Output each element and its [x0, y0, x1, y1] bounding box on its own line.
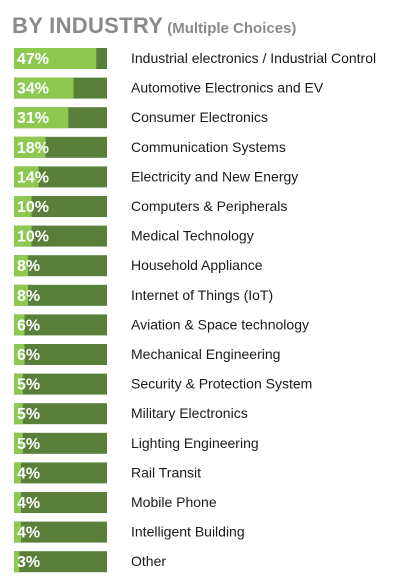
- bar-fill: [14, 403, 23, 425]
- bar-track: [14, 225, 107, 247]
- category-label: Other: [131, 553, 166, 569]
- bar-fill: [14, 492, 21, 513]
- bar-value-label: 34%: [17, 81, 49, 98]
- bar-row: 8% Internet of Things (IoT): [14, 284, 273, 306]
- bar-fill: [14, 196, 32, 217]
- bar-fill: [14, 521, 21, 543]
- category-label: Household Appliance: [131, 257, 263, 273]
- category-label: Rail Transit: [131, 464, 201, 480]
- bar-fill: [14, 225, 32, 247]
- bar-row: 10% Medical Technology: [14, 225, 254, 247]
- category-label: Electricity and New Energy: [131, 168, 298, 184]
- bar-value-label: 5%: [17, 406, 40, 423]
- bar-fill: [14, 373, 23, 395]
- category-label: Computers & Peripherals: [131, 198, 287, 214]
- bar-row: 14% Electricity and New Energy: [14, 166, 298, 188]
- bar-row: 18% Communication Systems: [14, 136, 286, 158]
- category-label: Automotive Electronics and EV: [131, 80, 324, 96]
- bar-value-label: 5%: [17, 436, 40, 453]
- category-label: Communication Systems: [131, 139, 286, 155]
- bar-track: [14, 255, 107, 277]
- bar-fill: [14, 432, 23, 454]
- bar-value-label: 18%: [17, 140, 49, 157]
- bar-row: 3% Other: [14, 551, 166, 573]
- bar-row: 10% Computers & Peripherals: [14, 196, 287, 217]
- bar-fill: [14, 284, 28, 306]
- bar-value-label: 4%: [17, 465, 40, 482]
- bar-row: 6% Aviation & Space technology: [14, 314, 309, 336]
- bar-row: 8% Household Appliance: [14, 255, 263, 277]
- bar-row: 5% Lighting Engineering: [14, 432, 259, 454]
- bar-value-label: 14%: [17, 169, 49, 186]
- bar-value-label: 6%: [17, 347, 40, 364]
- bar-row: 47% Industrial electronics / Industrial C…: [14, 48, 376, 69]
- category-label: Consumer Electronics: [131, 109, 268, 125]
- bar-row: 5% Military Electronics: [14, 403, 248, 425]
- bar-fill: [14, 77, 74, 99]
- bar-value-label: 8%: [17, 258, 40, 275]
- bar-track: [14, 462, 107, 484]
- bar-row: 5% Security & Protection System: [14, 373, 312, 395]
- bar-fill: [14, 166, 39, 188]
- bar-value-label: 47%: [17, 51, 49, 68]
- bar-track: [14, 284, 107, 306]
- bar-track: [14, 373, 107, 395]
- bar-track: [14, 403, 107, 425]
- category-label: Internet of Things (IoT): [131, 287, 273, 303]
- bar-row: 4% Rail Transit: [14, 462, 201, 484]
- category-label: Aviation & Space technology: [131, 316, 309, 332]
- chart-title: BY INDUSTRY (Multiple Choices): [12, 4, 296, 41]
- bar-track: [14, 314, 107, 336]
- category-label: Military Electronics: [131, 405, 248, 421]
- bar-track: [14, 344, 107, 365]
- bar-track: [14, 492, 107, 513]
- bar-value-label: 8%: [17, 288, 40, 305]
- category-label: Medical Technology: [131, 228, 254, 244]
- bar-value-label: 10%: [17, 229, 49, 246]
- bar-fill: [14, 136, 46, 158]
- bar-value-label: 4%: [17, 525, 40, 542]
- bar-track: [14, 551, 107, 573]
- bar-value-label: 4%: [17, 495, 40, 512]
- category-label: Lighting Engineering: [131, 435, 259, 451]
- bar-track: [14, 521, 107, 543]
- chart-title-main: BY INDUSTRY: [12, 13, 164, 38]
- bar-row: 4% Intelligent Building: [14, 521, 245, 543]
- bar-track: [14, 196, 107, 217]
- bar-fill: [14, 462, 21, 484]
- bar-fill: [14, 107, 69, 129]
- bar-fill: [14, 551, 20, 573]
- category-label: Intelligent Building: [131, 524, 245, 540]
- bar-row: 6% Mechanical Engineering: [14, 344, 280, 365]
- category-label: Security & Protection System: [131, 376, 312, 392]
- bar-row: 34% Automotive Electronics and EV: [14, 77, 324, 99]
- category-label: Mechanical Engineering: [131, 346, 280, 362]
- bar-row: 4% Mobile Phone: [14, 492, 217, 513]
- bar-value-label: 5%: [17, 377, 40, 394]
- chart-subtitle: (Multiple Choices): [167, 20, 297, 37]
- bar-value-label: 31%: [17, 110, 49, 127]
- bar-value-label: 10%: [17, 199, 49, 216]
- bar-fill: [14, 314, 25, 336]
- bar-value-label: 3%: [17, 554, 40, 571]
- bar-fill: [14, 48, 97, 69]
- category-label: Industrial electronics / Industrial Cont…: [131, 50, 376, 66]
- bar-row: 31% Consumer Electronics: [14, 107, 268, 129]
- category-label: Mobile Phone: [131, 494, 217, 510]
- bar-fill: [14, 344, 25, 365]
- bar-fill: [14, 255, 28, 277]
- bar-value-label: 6%: [17, 317, 40, 334]
- bar-track: [14, 432, 107, 454]
